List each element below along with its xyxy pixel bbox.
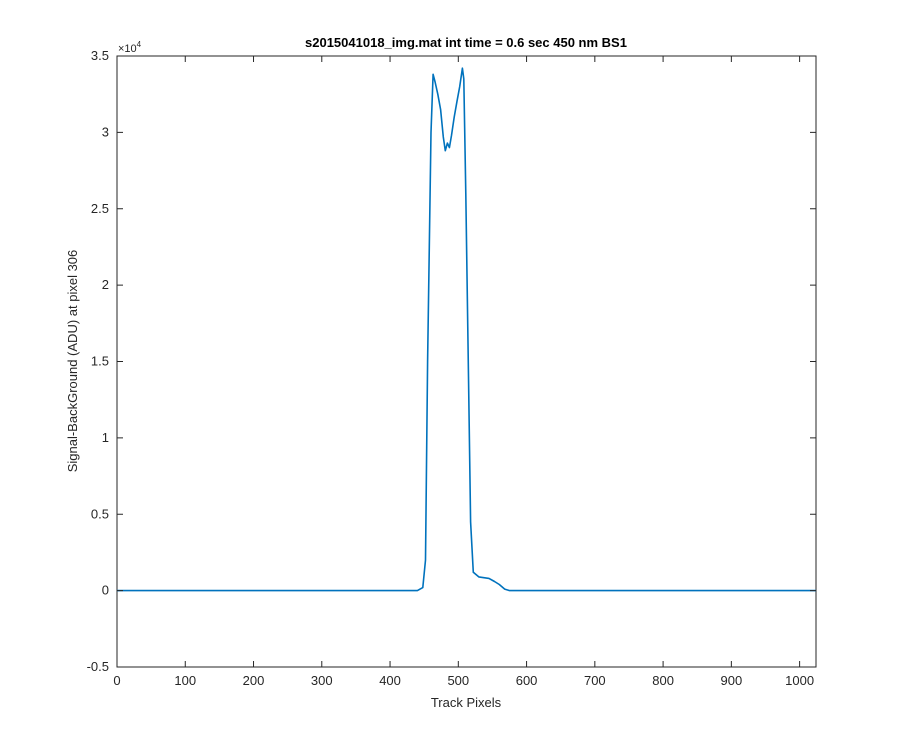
x-tick-label: 400: [379, 673, 401, 688]
x-tick-label: 300: [311, 673, 333, 688]
y-tick-label: 1.5: [91, 354, 109, 369]
plot-axes: 0 100 200 300 400 500 600 700 800 900 1000 -0.5 0 0.5…: [87, 48, 817, 688]
x-axis-label: Track Pixels: [431, 695, 502, 710]
y-tick-label: -0.5: [87, 659, 109, 674]
y-tick-label: 1: [102, 430, 109, 445]
y-exponent-label: ×104: [118, 40, 142, 55]
y-tick-label: 3.5: [91, 48, 109, 63]
y-exponent-base: ×10: [118, 43, 137, 55]
y-tick-label: 2.5: [91, 201, 109, 216]
y-axis-label: Signal-BackGround (ADU) at pixel 306: [65, 250, 80, 473]
y-tick-label: 0: [102, 583, 109, 598]
series-line-0: [117, 67, 816, 592]
x-tick-label: 600: [516, 673, 538, 688]
x-tick-label: 0: [113, 673, 120, 688]
x-tick-label: 100: [174, 673, 196, 688]
x-tick-label: 500: [447, 673, 469, 688]
y-tick-label: 3: [102, 124, 109, 139]
x-tick-label: 200: [243, 673, 265, 688]
x-tick-label: 700: [584, 673, 606, 688]
x-tick-label: 900: [721, 673, 743, 688]
y-tick-label: 2: [102, 277, 109, 292]
y-tick-label: 0.5: [91, 506, 109, 521]
y-exponent-power: 4: [137, 40, 142, 49]
x-tick-label: 1000: [785, 673, 814, 688]
chart-title: s2015041018_img.mat int time = 0.6 sec 4…: [305, 35, 627, 50]
x-tick-label: 800: [652, 673, 674, 688]
